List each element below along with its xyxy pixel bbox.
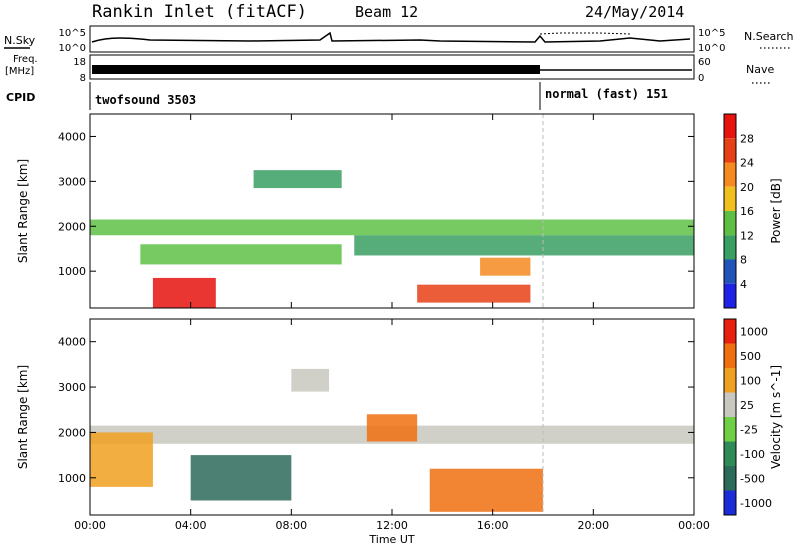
x-tick-label: 12:00 (376, 519, 408, 532)
colorbar-segment (724, 466, 736, 491)
colorbar-segment (724, 138, 736, 163)
colorbar-label: Power [dB] (769, 178, 783, 243)
nsearch-tick-top: 10^5 (698, 28, 725, 39)
y-tick-label: 3000 (58, 381, 86, 394)
nsky-trace (91, 31, 691, 43)
nsky-tick-top: 10^5 (59, 28, 86, 39)
data-region (354, 235, 694, 256)
freq-tick-bottom: 8 (80, 73, 86, 84)
nsearch-tick-bottom: 10^0 (698, 43, 725, 54)
nsky-label: N.Sky (4, 34, 36, 47)
y-axis-label: Slant Range [km] (16, 159, 30, 263)
x-tick-label: 04:00 (175, 519, 207, 532)
y-tick-label: 4000 (58, 130, 86, 143)
freq-unit: [MHz] (5, 66, 34, 77)
data-region (429, 468, 543, 512)
x-axis-label: Time UT (368, 533, 414, 546)
nave-tick-bottom: 0 (698, 73, 704, 84)
y-tick-label: 2000 (58, 426, 86, 439)
colorbar-frame (723, 113, 737, 309)
nsky-panel (89, 25, 695, 53)
data-region (152, 277, 216, 308)
cpid-mode-1: twofsound 3503 (95, 93, 196, 107)
y-tick-label: 1000 (58, 472, 86, 485)
colorbar-frame (723, 318, 737, 516)
colorbar-tick-label: -100 (740, 448, 765, 461)
colorbar-segment (724, 319, 736, 344)
cpid-mode-2: normal (fast) 151 (545, 87, 668, 101)
freq-tick-top: 18 (73, 57, 86, 68)
data-region (417, 284, 531, 303)
x-tick-label: 08:00 (275, 519, 307, 532)
velocity-panel: 1000 2000 3000 4000 00:00 04:00 08:00 12:00 16:0… (16, 318, 783, 546)
colorbar-segment (724, 186, 736, 211)
colorbar-segment (724, 392, 736, 417)
colorbar-segment (724, 417, 736, 442)
nsky-tick-bottom: 10^0 (59, 43, 86, 54)
freq-label: Freq. (13, 54, 38, 65)
site-title: Rankin Inlet (fitACF) (92, 2, 307, 22)
colorbar-segment (724, 283, 736, 308)
x-tick-label: 00:00 (74, 519, 106, 532)
y-tick-label: 2000 (58, 220, 86, 233)
colorbar-tick-label: 16 (740, 205, 754, 218)
y-axis-label: Slant Range [km] (16, 365, 30, 469)
freq-band-twofsound (92, 65, 540, 74)
colorbar-tick-label: -500 (740, 472, 765, 485)
data-region (190, 455, 292, 501)
colorbar-tick-label: -25 (740, 423, 758, 436)
colorbar-tick-label: 500 (740, 350, 761, 363)
x-tick-label: 16:00 (477, 519, 509, 532)
colorbar-segment (724, 490, 736, 515)
colorbar-segment (724, 368, 736, 393)
colorbar-tick-label: 8 (740, 254, 747, 267)
x-tick-label: 20:00 (577, 519, 609, 532)
date-title: 24/May/2014 (585, 3, 684, 21)
colorbar-tick-label: -1000 (740, 497, 772, 510)
colorbar-segment (724, 259, 736, 284)
data-region (140, 244, 342, 265)
nave-tick-top: 60 (698, 57, 711, 68)
colorbar-tick-label: 28 (740, 132, 754, 145)
colorbar-tick-label: 25 (740, 399, 754, 412)
y-tick-label: 1000 (58, 265, 86, 278)
y-tick-label: 3000 (58, 175, 86, 188)
nave-label: Nave (746, 63, 774, 76)
data-region (291, 368, 330, 392)
data-region (90, 432, 153, 487)
colorbar-segment (724, 441, 736, 466)
colorbar-segment (724, 343, 736, 368)
data-region (253, 170, 342, 189)
colorbar-tick-label: 20 (740, 181, 754, 194)
data-region (90, 219, 694, 236)
cpid-label: CPID (6, 91, 35, 104)
colorbar-tick-label: 100 (740, 374, 761, 387)
colorbar-label: Velocity [m s^-1] (769, 365, 783, 469)
power-panel: 1000 2000 3000 4000 Slant Range [km] 4 8 12 16 20… (16, 113, 783, 309)
colorbar-segment (724, 211, 736, 236)
colorbar-tick-label: 12 (740, 229, 754, 242)
colorbar-tick-label: 1000 (740, 325, 768, 338)
x-tick-label: 00:00 (678, 519, 710, 532)
data-region (480, 257, 531, 276)
beam-title: Beam 12 (355, 3, 418, 21)
colorbar-segment (724, 114, 736, 139)
power-plot-area (90, 114, 694, 308)
nsearch-label: N.Search (744, 30, 794, 43)
y-tick-label: 4000 (58, 336, 86, 349)
colorbar-segment (724, 235, 736, 260)
data-region (366, 414, 418, 442)
colorbar-tick-label: 24 (740, 157, 754, 170)
colorbar-segment (724, 162, 736, 187)
colorbar-tick-label: 4 (740, 278, 747, 291)
nsearch-trace (539, 32, 631, 35)
